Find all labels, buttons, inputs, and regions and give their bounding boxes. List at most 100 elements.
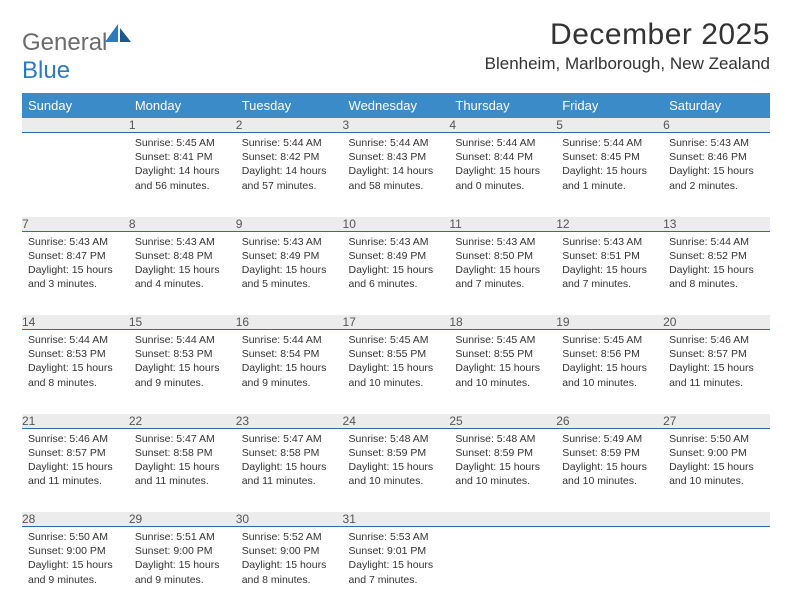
day-cell: Sunrise: 5:44 AMSunset: 8:45 PMDaylight:… — [556, 133, 663, 217]
sunrise-text: Sunrise: 5:53 AM — [349, 530, 444, 544]
day-cell: Sunrise: 5:47 AMSunset: 8:58 PMDaylight:… — [129, 428, 236, 512]
day-cell: Sunrise: 5:44 AMSunset: 8:53 PMDaylight:… — [22, 330, 129, 414]
day-number — [22, 118, 129, 133]
title-block: December 2025 Blenheim, Marlborough, New… — [485, 18, 770, 74]
day-number-row: 14151617181920 — [22, 315, 770, 330]
day-content-row: Sunrise: 5:45 AMSunset: 8:41 PMDaylight:… — [22, 133, 770, 217]
day-number: 22 — [129, 414, 236, 429]
daylight-text: Daylight: 15 hours and 7 minutes. — [562, 263, 657, 291]
day-number: 6 — [663, 118, 770, 133]
sunset-text: Sunset: 8:53 PM — [28, 347, 123, 361]
day-cell: Sunrise: 5:43 AMSunset: 8:47 PMDaylight:… — [22, 231, 129, 315]
day-cell: Sunrise: 5:43 AMSunset: 8:49 PMDaylight:… — [236, 231, 343, 315]
daylight-text: Daylight: 14 hours and 56 minutes. — [135, 164, 230, 192]
month-title: December 2025 — [485, 18, 770, 52]
sunrise-text: Sunrise: 5:44 AM — [135, 333, 230, 347]
sunset-text: Sunset: 9:00 PM — [669, 446, 764, 460]
sunset-text: Sunset: 8:43 PM — [349, 150, 444, 164]
day-cell: Sunrise: 5:51 AMSunset: 9:00 PMDaylight:… — [129, 527, 236, 611]
day-number-row: 123456 — [22, 118, 770, 133]
sunrise-text: Sunrise: 5:45 AM — [455, 333, 550, 347]
daylight-text: Daylight: 15 hours and 5 minutes. — [242, 263, 337, 291]
sunset-text: Sunset: 8:51 PM — [562, 249, 657, 263]
sunrise-text: Sunrise: 5:47 AM — [242, 432, 337, 446]
day-number: 29 — [129, 512, 236, 527]
daylight-text: Daylight: 15 hours and 3 minutes. — [28, 263, 123, 291]
sunset-text: Sunset: 8:52 PM — [669, 249, 764, 263]
page-header: General Blue December 2025 Blenheim, Mar… — [22, 18, 770, 85]
sunset-text: Sunset: 8:46 PM — [669, 150, 764, 164]
daylight-text: Daylight: 15 hours and 6 minutes. — [349, 263, 444, 291]
day-cell: Sunrise: 5:45 AMSunset: 8:41 PMDaylight:… — [129, 133, 236, 217]
sunrise-text: Sunrise: 5:44 AM — [349, 136, 444, 150]
daylight-text: Daylight: 15 hours and 10 minutes. — [455, 460, 550, 488]
weekday-header: Thursday — [449, 93, 556, 118]
logo-word-1: General — [22, 29, 107, 56]
daylight-text: Daylight: 15 hours and 8 minutes. — [28, 361, 123, 389]
sunset-text: Sunset: 8:58 PM — [242, 446, 337, 460]
weekday-header: Tuesday — [236, 93, 343, 118]
weekday-header: Saturday — [663, 93, 770, 118]
day-cell: Sunrise: 5:43 AMSunset: 8:50 PMDaylight:… — [449, 231, 556, 315]
day-cell: Sunrise: 5:49 AMSunset: 8:59 PMDaylight:… — [556, 428, 663, 512]
sunset-text: Sunset: 8:59 PM — [562, 446, 657, 460]
sunset-text: Sunset: 8:53 PM — [135, 347, 230, 361]
sunrise-text: Sunrise: 5:52 AM — [242, 530, 337, 544]
day-number: 23 — [236, 414, 343, 429]
daylight-text: Daylight: 15 hours and 8 minutes. — [242, 558, 337, 586]
logo-word-2: Blue — [22, 57, 70, 84]
sunrise-text: Sunrise: 5:51 AM — [135, 530, 230, 544]
daylight-text: Daylight: 15 hours and 10 minutes. — [455, 361, 550, 389]
daylight-text: Daylight: 15 hours and 10 minutes. — [562, 361, 657, 389]
day-number — [556, 512, 663, 527]
sunset-text: Sunset: 8:49 PM — [349, 249, 444, 263]
sunset-text: Sunset: 8:41 PM — [135, 150, 230, 164]
daylight-text: Daylight: 15 hours and 4 minutes. — [135, 263, 230, 291]
sunset-text: Sunset: 9:00 PM — [28, 544, 123, 558]
day-content-row: Sunrise: 5:44 AMSunset: 8:53 PMDaylight:… — [22, 330, 770, 414]
day-number — [449, 512, 556, 527]
daylight-text: Daylight: 15 hours and 10 minutes. — [349, 460, 444, 488]
daylight-text: Daylight: 15 hours and 2 minutes. — [669, 164, 764, 192]
daylight-text: Daylight: 15 hours and 10 minutes. — [562, 460, 657, 488]
day-cell: Sunrise: 5:45 AMSunset: 8:55 PMDaylight:… — [449, 330, 556, 414]
sunset-text: Sunset: 8:57 PM — [28, 446, 123, 460]
sunset-text: Sunset: 8:59 PM — [349, 446, 444, 460]
sunrise-text: Sunrise: 5:48 AM — [455, 432, 550, 446]
day-cell: Sunrise: 5:45 AMSunset: 8:56 PMDaylight:… — [556, 330, 663, 414]
day-number: 21 — [22, 414, 129, 429]
sunrise-text: Sunrise: 5:43 AM — [455, 235, 550, 249]
day-content-row: Sunrise: 5:43 AMSunset: 8:47 PMDaylight:… — [22, 231, 770, 315]
day-number: 25 — [449, 414, 556, 429]
day-number: 19 — [556, 315, 663, 330]
daylight-text: Daylight: 15 hours and 9 minutes. — [135, 361, 230, 389]
sunrise-text: Sunrise: 5:46 AM — [669, 333, 764, 347]
sunset-text: Sunset: 8:56 PM — [562, 347, 657, 361]
day-cell — [22, 133, 129, 217]
daylight-text: Daylight: 15 hours and 8 minutes. — [669, 263, 764, 291]
sunset-text: Sunset: 8:54 PM — [242, 347, 337, 361]
sunset-text: Sunset: 8:58 PM — [135, 446, 230, 460]
day-number: 13 — [663, 217, 770, 232]
daylight-text: Daylight: 15 hours and 10 minutes. — [349, 361, 444, 389]
sunset-text: Sunset: 8:49 PM — [242, 249, 337, 263]
day-number: 9 — [236, 217, 343, 232]
day-cell — [556, 527, 663, 611]
sunset-text: Sunset: 8:57 PM — [669, 347, 764, 361]
day-cell: Sunrise: 5:44 AMSunset: 8:53 PMDaylight:… — [129, 330, 236, 414]
weekday-header: Sunday — [22, 93, 129, 118]
day-number: 2 — [236, 118, 343, 133]
day-number: 27 — [663, 414, 770, 429]
day-number: 1 — [129, 118, 236, 133]
day-number-row: 78910111213 — [22, 217, 770, 232]
sunrise-text: Sunrise: 5:48 AM — [349, 432, 444, 446]
day-cell: Sunrise: 5:46 AMSunset: 8:57 PMDaylight:… — [663, 330, 770, 414]
day-number: 4 — [449, 118, 556, 133]
sunset-text: Sunset: 8:45 PM — [562, 150, 657, 164]
daylight-text: Daylight: 15 hours and 9 minutes. — [28, 558, 123, 586]
sunset-text: Sunset: 9:00 PM — [242, 544, 337, 558]
location-subtitle: Blenheim, Marlborough, New Zealand — [485, 54, 770, 74]
daylight-text: Daylight: 15 hours and 11 minutes. — [28, 460, 123, 488]
day-cell: Sunrise: 5:50 AMSunset: 9:00 PMDaylight:… — [22, 527, 129, 611]
sunrise-text: Sunrise: 5:43 AM — [349, 235, 444, 249]
